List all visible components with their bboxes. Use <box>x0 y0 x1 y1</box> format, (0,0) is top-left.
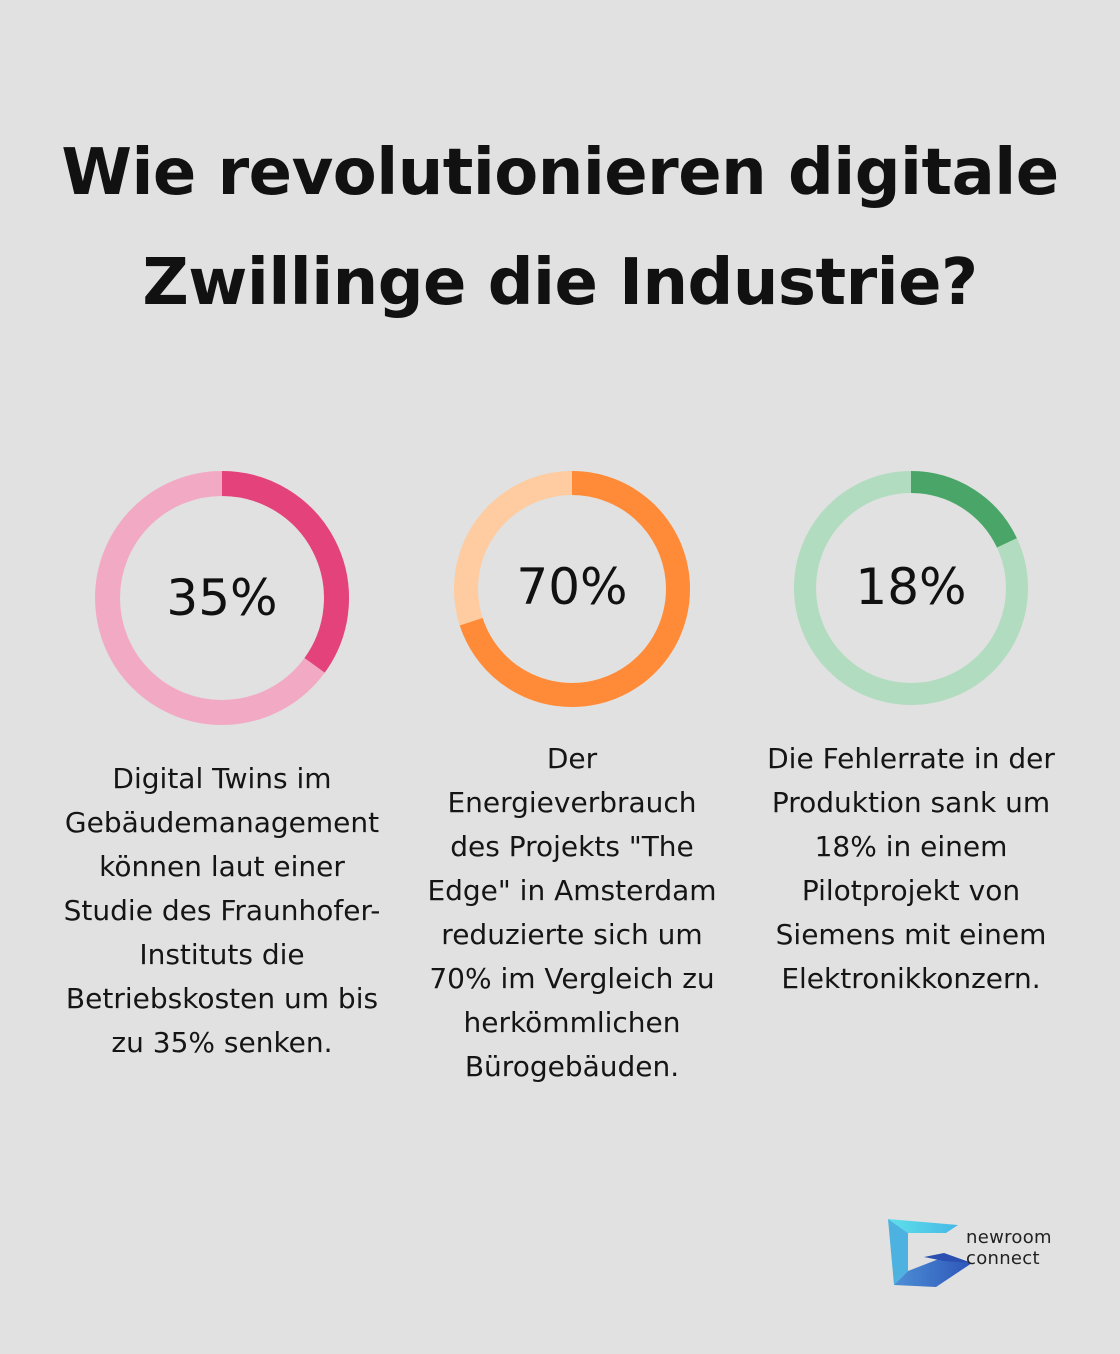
donut-value-label-1: 35% <box>166 569 278 627</box>
donut-arc-1 <box>221 471 349 673</box>
brand-logo: newroom connect <box>886 1217 1066 1291</box>
donut-chart-2 <box>454 471 690 707</box>
logo-text-line-2: connect <box>966 1248 1040 1269</box>
newroom-connect-logo-icon <box>888 1219 972 1287</box>
stat-description-3: Die Fehlerrate in der Produktion sank um… <box>767 742 1055 995</box>
donut-value-label-2: 70% <box>516 558 628 616</box>
donut-arc-2 <box>459 471 690 707</box>
stat-description-1: Digital Twins im Gebäudemanagement könne… <box>63 762 381 1059</box>
logo-text-line-1: newroom <box>966 1227 1052 1248</box>
logo-wordmark: newroom connect <box>966 1227 1052 1269</box>
page-title: Wie revolutionieren digitale Zwillinge d… <box>61 136 1059 320</box>
donut-chart-3 <box>794 471 1028 705</box>
donut-value-label-3: 18% <box>855 558 967 616</box>
donut-arc-3 <box>910 471 1017 548</box>
stat-description-2: Der Energieverbrauch des Projekts "The E… <box>427 742 717 1083</box>
donut-chart-1 <box>95 471 349 725</box>
